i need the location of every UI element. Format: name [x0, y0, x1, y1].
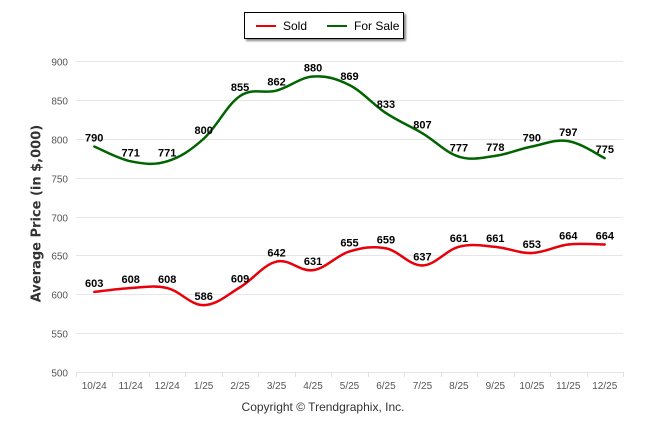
data-label-for-sale: 880 — [304, 63, 322, 75]
y-tick-label: 650 — [51, 252, 68, 263]
data-point-sold — [275, 260, 278, 263]
data-point-sold — [384, 247, 388, 250]
data-point-for-sale — [603, 156, 606, 160]
data-label-sold: 661 — [450, 233, 468, 245]
x-tick-label: 9/25 — [486, 381, 506, 392]
data-label-for-sale: 790 — [85, 133, 103, 145]
data-point-sold — [603, 243, 606, 246]
y-tick-label: 550 — [51, 330, 68, 341]
data-point-for-sale — [530, 145, 534, 148]
data-label-for-sale: 855 — [231, 82, 249, 94]
data-label-for-sale: 797 — [559, 127, 577, 139]
data-point-sold — [567, 243, 570, 246]
data-label-for-sale: 790 — [523, 133, 541, 145]
y-tick-label: 500 — [51, 369, 68, 380]
data-label-sold: 642 — [267, 248, 285, 260]
data-point-sold — [238, 286, 242, 289]
data-label-for-sale: 869 — [340, 71, 358, 83]
legend-swatch-for-sale — [327, 24, 348, 27]
copyright-footer: Copyright © Trendgraphix, Inc. — [241, 400, 405, 414]
x-tick-label: 11/25 — [556, 381, 581, 392]
y-axis-label: Average Price (in $,000) — [29, 124, 45, 303]
data-point-for-sale — [348, 83, 351, 87]
legend-item-sold[interactable]: Sold — [245, 19, 307, 33]
legend-swatch-sold — [256, 24, 276, 27]
data-point-sold — [457, 245, 461, 249]
data-point-sold — [494, 245, 497, 249]
data-label-for-sale: 862 — [267, 77, 285, 89]
legend-label-sold: Sold — [283, 18, 308, 33]
data-point-sold — [530, 251, 534, 255]
data-label-sold: 608 — [122, 274, 140, 286]
data-point-sold — [165, 286, 169, 290]
data-point-sold — [311, 268, 315, 272]
data-label-for-sale: 807 — [413, 119, 431, 131]
data-point-sold — [129, 286, 132, 290]
x-tick-label: 2/25 — [230, 381, 250, 392]
x-tick-label: 5/25 — [340, 381, 360, 392]
data-labels: 603 608 608 586 609 642 631 655 659 637 661 661 653 6… — [85, 63, 615, 304]
legend-item-for-sale[interactable]: For Sale — [307, 19, 399, 33]
data-point-for-sale — [238, 94, 242, 98]
x-tick-label: 6/25 — [376, 381, 396, 392]
data-point-for-sale — [165, 160, 169, 163]
data-label-for-sale: 833 — [377, 99, 395, 111]
data-label-sold: 609 — [231, 273, 249, 285]
data-point-sold — [421, 264, 424, 267]
data-point-for-sale — [129, 160, 132, 163]
data-label-sold: 653 — [523, 239, 541, 251]
data-label-sold: 664 — [596, 230, 615, 242]
data-label-for-sale: 771 — [122, 147, 140, 159]
data-point-sold — [202, 303, 205, 307]
x-tick-label: 11/24 — [119, 381, 144, 392]
data-label-for-sale: 771 — [158, 147, 176, 159]
data-label-sold: 603 — [85, 278, 103, 290]
data-label-for-sale: 800 — [194, 125, 212, 137]
data-point-for-sale — [202, 137, 205, 140]
x-tick-label: 1/25 — [194, 381, 214, 392]
x-tick-label: 3/25 — [267, 381, 287, 392]
data-label-sold: 586 — [194, 291, 212, 303]
series-lines — [93, 75, 606, 307]
y-tick-label: 800 — [51, 136, 68, 147]
data-label-for-sale: 778 — [486, 142, 504, 154]
data-point-for-sale — [421, 132, 424, 135]
legend: Sold For Sale — [244, 12, 404, 39]
data-point-for-sale — [275, 89, 278, 92]
y-tick-label: 900 — [51, 58, 68, 69]
data-label-for-sale: 777 — [450, 143, 468, 155]
y-tick-label: 600 — [51, 291, 68, 302]
y-tick-label: 750 — [51, 175, 68, 186]
y-tick-label: 700 — [51, 214, 68, 225]
data-label-sold: 655 — [340, 237, 358, 249]
x-tick-label: 10/24 — [82, 381, 107, 392]
x-axis-ticks: 10/24 11/24 12/24 1/25 2/25 3/25 4/25 5/25 6/25 7… — [76, 372, 624, 392]
data-label-sold: 661 — [486, 233, 504, 245]
x-tick-label: 8/25 — [449, 381, 469, 392]
data-point-for-sale — [457, 155, 461, 158]
y-axis-ticks: 500 550 600 650 700 750 800 850 900 — [51, 58, 68, 380]
x-tick-label: 10/25 — [519, 381, 544, 392]
data-point-for-sale — [384, 111, 388, 115]
data-label-sold: 637 — [413, 251, 431, 263]
data-point-for-sale — [311, 75, 315, 78]
data-label-sold: 608 — [158, 274, 176, 286]
data-point-for-sale — [567, 139, 570, 143]
data-point-for-sale — [494, 154, 497, 158]
data-label-sold: 664 — [559, 230, 578, 242]
grid-lines — [76, 61, 623, 373]
legend-label-for-sale: For Sale — [354, 18, 400, 33]
x-tick-label: 12/25 — [592, 381, 617, 392]
data-label-for-sale: 775 — [596, 144, 614, 156]
data-point-sold — [93, 290, 96, 294]
data-point-sold — [348, 250, 351, 253]
x-tick-label: 7/25 — [413, 381, 433, 392]
x-tick-label: 12/24 — [155, 381, 180, 392]
data-label-sold: 631 — [304, 256, 322, 268]
y-tick-label: 850 — [51, 97, 68, 108]
data-label-sold: 659 — [377, 234, 395, 246]
x-tick-label: 4/25 — [303, 381, 323, 392]
data-point-for-sale — [93, 145, 96, 148]
